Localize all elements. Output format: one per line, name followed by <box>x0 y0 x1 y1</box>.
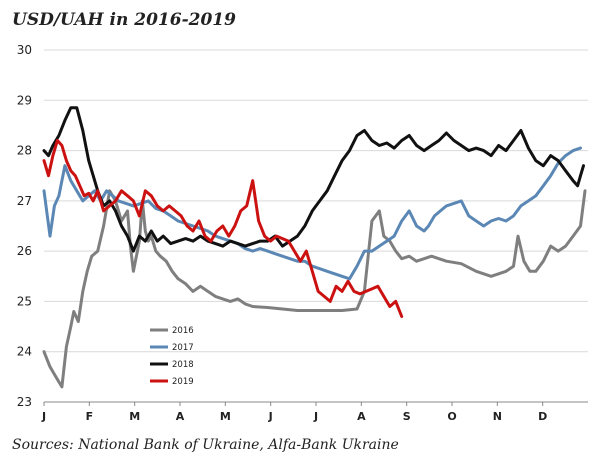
y-tick-label: 27 <box>17 194 32 208</box>
x-tick-label: A <box>357 410 366 423</box>
y-tick-label: 28 <box>17 144 32 158</box>
source-note: Sources: National Bank of Ukraine, Alfa-… <box>12 437 399 453</box>
y-tick-label: 30 <box>17 43 32 57</box>
legend: 2016 2017 2018 2019 <box>150 326 194 387</box>
y-tick-label: 23 <box>17 395 32 409</box>
legend-label-2017: 2017 <box>172 343 194 353</box>
y-tick-label: 24 <box>17 345 32 359</box>
x-tick-label: M <box>220 410 231 423</box>
series-line-2016 <box>42 189 587 389</box>
y-tick-labels: 23 24 25 26 27 28 29 30 <box>17 43 32 409</box>
chart-title: USD/UAH in 2016-2019 <box>12 10 236 30</box>
x-tick-label: F <box>86 410 94 423</box>
legend-label-2016: 2016 <box>172 326 194 336</box>
x-tick-label: J <box>268 410 273 423</box>
x-tick-label: O <box>447 410 456 423</box>
series-line-2019 <box>42 139 404 318</box>
x-tick-label: D <box>538 410 547 423</box>
x-tick-label: J <box>41 410 46 423</box>
y-tick-label: 25 <box>17 294 32 308</box>
x-tick-label: M <box>129 410 140 423</box>
legend-label-2018: 2018 <box>172 360 194 370</box>
gridlines <box>44 49 588 403</box>
x-tick-label: S <box>403 410 411 423</box>
legend-label-2019: 2019 <box>172 377 194 387</box>
x-tick-label: N <box>493 410 502 423</box>
series-lines <box>42 106 587 389</box>
x-tick-label: A <box>176 410 185 423</box>
y-tick-label: 26 <box>17 244 32 258</box>
series-line-2018 <box>42 106 585 253</box>
x-tick-label: J <box>313 410 318 423</box>
y-tick-label: 29 <box>17 93 32 107</box>
